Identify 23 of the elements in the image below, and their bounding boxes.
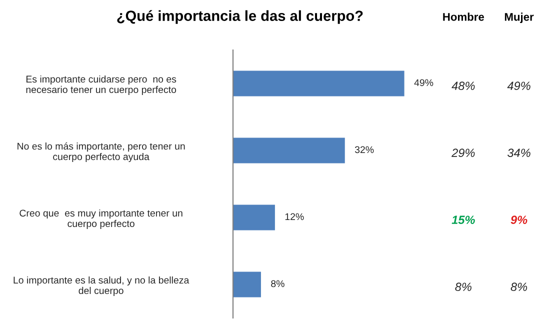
y-tick-label: Es importante cuidarse pero no es necesario tener un cuerpo perfecto [26,75,176,95]
data-label: 12% [285,213,304,220]
text: 8% [510,282,528,292]
data-label: 49% [414,79,434,86]
data-label: 32% [354,146,374,154]
bar [233,272,261,298]
chart-title: ¿Qué importancia le das al cuerpo? [117,10,363,24]
text: 9% [510,216,528,224]
y-tick-label: Lo importante es la salud, y no la belleza del cuerpo [14,276,190,296]
text: 49% [507,82,530,90]
y-tick-label: No es lo más importante, pero tener un cuerpo perfecto ayuda [18,142,185,162]
data-label: 8% [271,280,284,288]
text: 15% [452,216,475,224]
text: 48% [452,82,475,90]
text: 8% [455,282,472,292]
bar [233,70,404,96]
text: Hombre [443,12,484,21]
y-tick-label: Creo que es muy importante tener un cuerpo perfecto [20,209,182,229]
bar [233,138,345,164]
bar [233,204,275,230]
text: Mujer [504,12,534,24]
text: 29% [452,148,475,158]
text: 34% [507,148,530,158]
